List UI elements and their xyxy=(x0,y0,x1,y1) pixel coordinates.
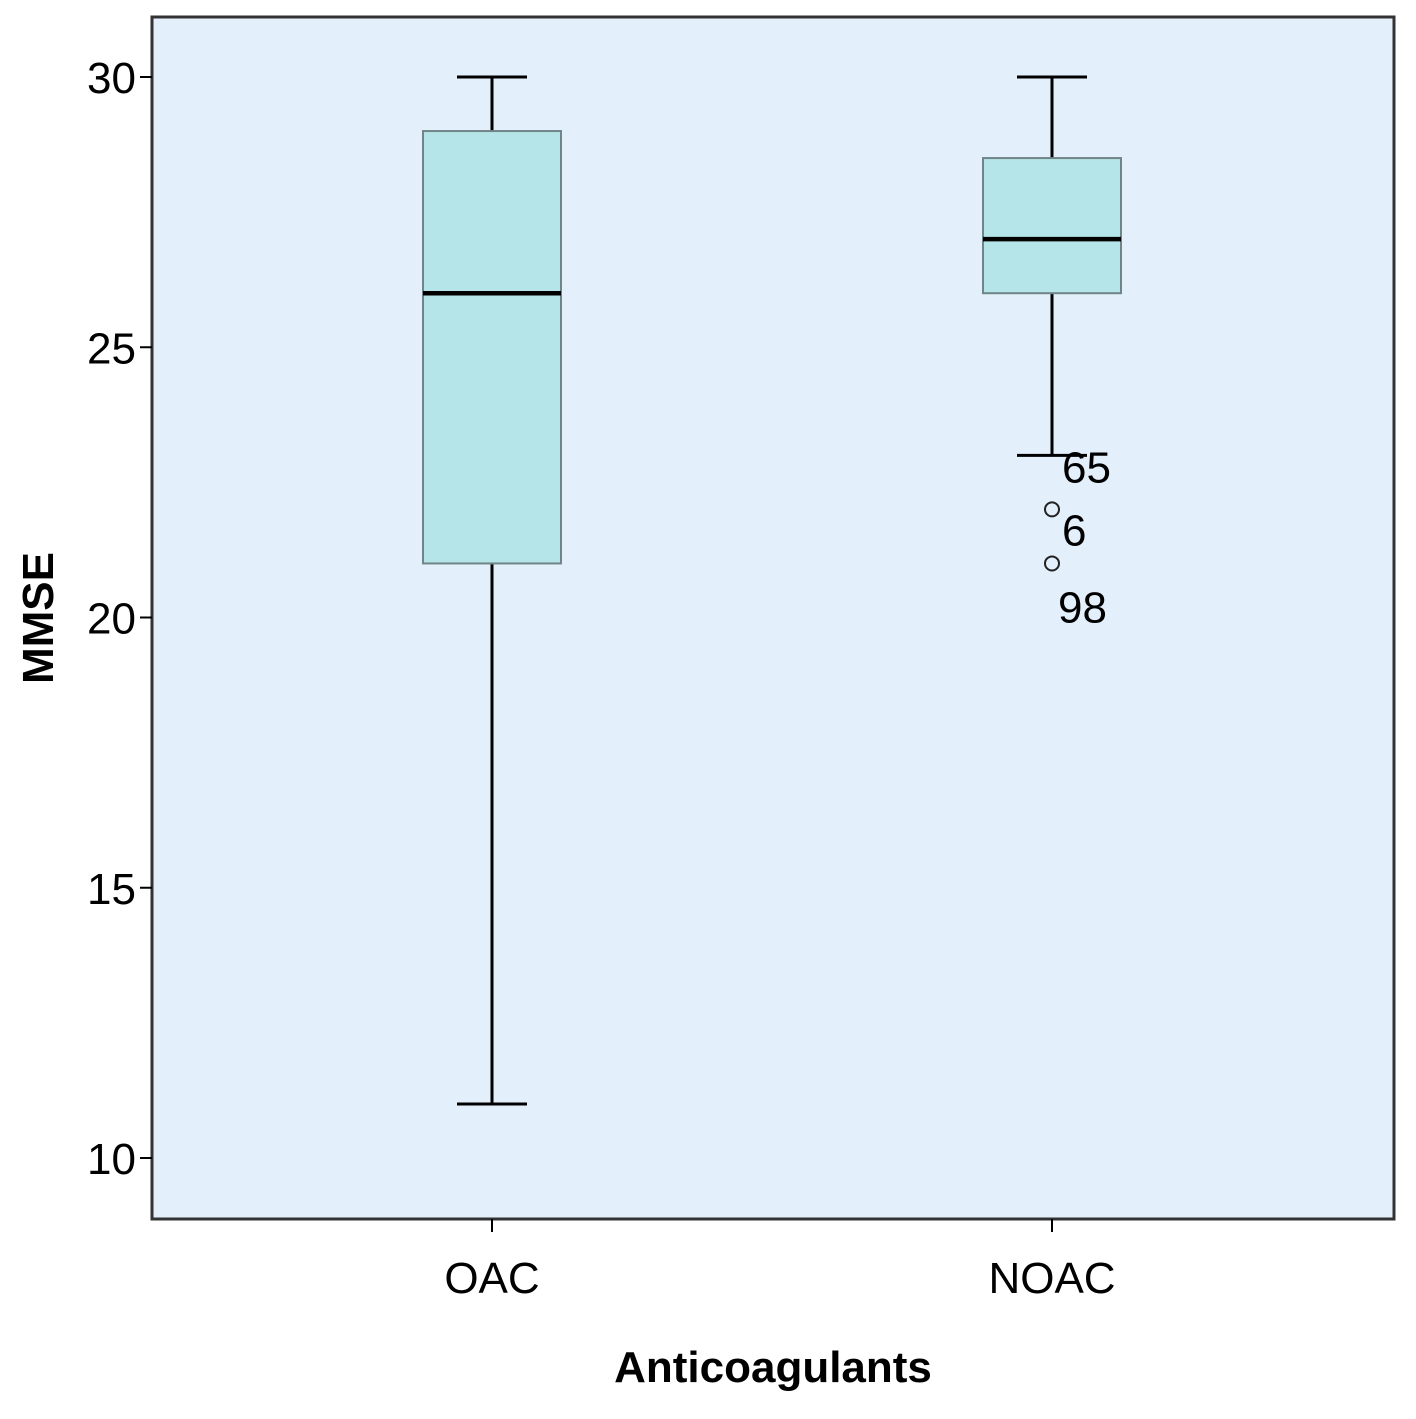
y-tick-label: 20 xyxy=(87,595,136,644)
x-axis: OAC NOAC xyxy=(444,1219,1116,1303)
box-iqr xyxy=(982,157,1122,295)
x-axis-title: Anticoagulants xyxy=(614,1343,932,1392)
box-noac: 65 6 98 xyxy=(982,75,1122,632)
outlier-point xyxy=(1044,501,1060,518)
plot-area xyxy=(150,15,1396,1221)
y-tick-label: 25 xyxy=(87,324,136,373)
boxes: 65 6 98 xyxy=(422,75,1122,1106)
y-tick-label: 30 xyxy=(87,54,136,103)
whisker-case-label: 65 xyxy=(1062,443,1111,492)
x-tick-label: OAC xyxy=(444,1254,539,1303)
box-oac xyxy=(422,75,562,1106)
x-tick-label: NOAC xyxy=(988,1254,1115,1303)
outlier-label: 98 xyxy=(1058,583,1107,632)
box-iqr xyxy=(422,130,562,565)
y-axis: 10 15 20 25 30 xyxy=(87,54,152,1184)
y-axis-title: MMSE xyxy=(14,552,63,684)
outlier-point xyxy=(1044,555,1060,572)
y-tick-label: 10 xyxy=(87,1135,136,1184)
outlier-label: 6 xyxy=(1062,506,1086,555)
y-tick-label: 15 xyxy=(87,865,136,914)
